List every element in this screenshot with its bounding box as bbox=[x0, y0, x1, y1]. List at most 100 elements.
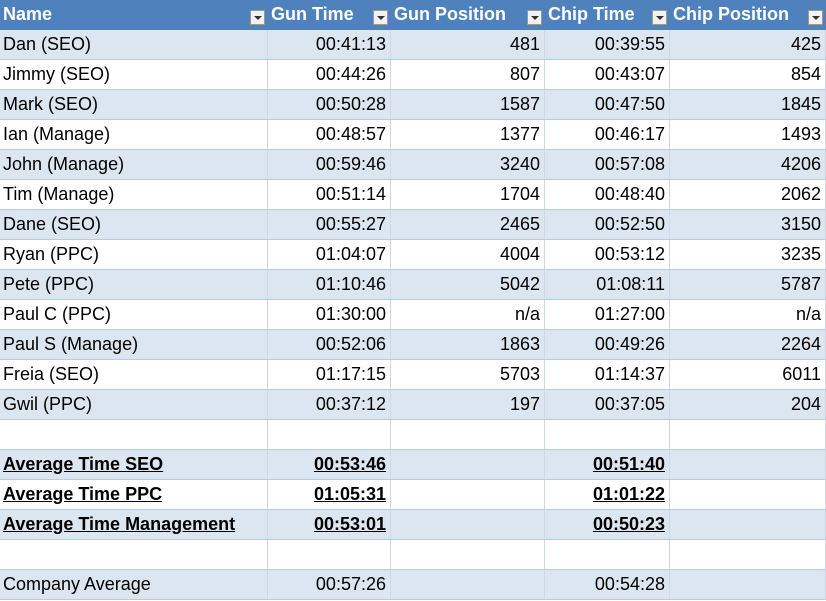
cell: 5787 bbox=[670, 270, 826, 299]
table-row: John (Manage) 00:59:46 3240 00:57:08 4206 bbox=[0, 150, 826, 180]
cell: 00:39:55 bbox=[545, 30, 670, 59]
cell: 00:46:17 bbox=[545, 120, 670, 149]
cell: 5703 bbox=[391, 360, 545, 389]
table-row: Pete (PPC) 01:10:46 5042 01:08:11 5787 bbox=[0, 270, 826, 300]
cell: Pete (PPC) bbox=[0, 270, 268, 299]
cell: 00:55:27 bbox=[268, 210, 391, 239]
cell: 2062 bbox=[670, 180, 826, 209]
cell: 4004 bbox=[391, 240, 545, 269]
cell: 00:51:40 bbox=[545, 450, 670, 479]
cell: 00:41:13 bbox=[268, 30, 391, 59]
cell: Gwil (PPC) bbox=[0, 390, 268, 419]
cell: 00:50:28 bbox=[268, 90, 391, 119]
cell: 2264 bbox=[670, 330, 826, 359]
cell bbox=[670, 480, 826, 509]
cell: 1587 bbox=[391, 90, 545, 119]
cell: 197 bbox=[391, 390, 545, 419]
cell bbox=[268, 420, 391, 449]
filter-button[interactable] bbox=[808, 10, 823, 25]
table-row: Average Time Management 00:53:01 00:50:23 bbox=[0, 510, 826, 540]
cell bbox=[391, 540, 545, 569]
table-row bbox=[0, 540, 826, 570]
cell: 1377 bbox=[391, 120, 545, 149]
cell: 5042 bbox=[391, 270, 545, 299]
column-header: Chip Time bbox=[548, 4, 635, 24]
table-row: Paul C (PPC) 01:30:00 n/a 01:27:00 n/a bbox=[0, 300, 826, 330]
cell: 00:57:26 bbox=[268, 570, 391, 599]
filter-button[interactable] bbox=[250, 10, 265, 25]
cell bbox=[0, 420, 268, 449]
column-header: Gun Time bbox=[271, 4, 354, 24]
cell: 01:01:22 bbox=[545, 480, 670, 509]
cell: Average Time PPC bbox=[0, 480, 268, 509]
cell: 01:04:07 bbox=[268, 240, 391, 269]
cell bbox=[391, 450, 545, 479]
cell: 204 bbox=[670, 390, 826, 419]
cell: 00:49:26 bbox=[545, 330, 670, 359]
cell: Tim (Manage) bbox=[0, 180, 268, 209]
cell: n/a bbox=[670, 300, 826, 329]
cell: 00:37:12 bbox=[268, 390, 391, 419]
table-row: Ryan (PPC) 01:04:07 4004 00:53:12 3235 bbox=[0, 240, 826, 270]
cell: 1704 bbox=[391, 180, 545, 209]
cell: 425 bbox=[670, 30, 826, 59]
filter-button[interactable] bbox=[652, 10, 667, 25]
cell: 00:53:01 bbox=[268, 510, 391, 539]
cell: 1493 bbox=[670, 120, 826, 149]
cell: 481 bbox=[391, 30, 545, 59]
cell bbox=[0, 540, 268, 569]
table-row: Mark (SEO) 00:50:28 1587 00:47:50 1845 bbox=[0, 90, 826, 120]
cell: 01:08:11 bbox=[545, 270, 670, 299]
filter-button[interactable] bbox=[373, 10, 388, 25]
cell: Jimmy (SEO) bbox=[0, 60, 268, 89]
table-row: Gwil (PPC) 00:37:12 197 00:37:05 204 bbox=[0, 390, 826, 420]
cell: 00:37:05 bbox=[545, 390, 670, 419]
cell: 01:30:00 bbox=[268, 300, 391, 329]
table-row bbox=[0, 420, 826, 450]
header-row: Name Gun Time Gun Position Chip Time Chip Po… bbox=[0, 0, 826, 30]
cell: 4206 bbox=[670, 150, 826, 179]
cell: Paul C (PPC) bbox=[0, 300, 268, 329]
cell: 00:52:06 bbox=[268, 330, 391, 359]
cell: 01:10:46 bbox=[268, 270, 391, 299]
column-header: Chip Position bbox=[673, 4, 789, 24]
cell: Dan (SEO) bbox=[0, 30, 268, 59]
cell: Freia (SEO) bbox=[0, 360, 268, 389]
table-row: Paul S (Manage) 00:52:06 1863 00:49:26 2264 bbox=[0, 330, 826, 360]
cell: 01:27:00 bbox=[545, 300, 670, 329]
table-row: Ian (Manage) 00:48:57 1377 00:46:17 1493 bbox=[0, 120, 826, 150]
cell: Paul S (Manage) bbox=[0, 330, 268, 359]
cell bbox=[670, 570, 826, 599]
cell: Ian (Manage) bbox=[0, 120, 268, 149]
cell: 01:14:37 bbox=[545, 360, 670, 389]
cell: 3150 bbox=[670, 210, 826, 239]
table-row: Average Time PPC 01:05:31 01:01:22 bbox=[0, 480, 826, 510]
filter-button[interactable] bbox=[527, 10, 542, 25]
cell: 01:17:15 bbox=[268, 360, 391, 389]
table-row: Dane (SEO) 00:55:27 2465 00:52:50 3150 bbox=[0, 210, 826, 240]
cell: 3240 bbox=[391, 150, 545, 179]
table-row: Average Time SEO 00:53:46 00:51:40 bbox=[0, 450, 826, 480]
cell: 00:50:23 bbox=[545, 510, 670, 539]
cell: 00:47:50 bbox=[545, 90, 670, 119]
cell: 00:44:26 bbox=[268, 60, 391, 89]
cell: 00:48:40 bbox=[545, 180, 670, 209]
cell: 00:53:46 bbox=[268, 450, 391, 479]
cell bbox=[268, 540, 391, 569]
table-row: Company Average 00:57:26 00:54:28 bbox=[0, 570, 826, 600]
cell: 00:52:50 bbox=[545, 210, 670, 239]
cell bbox=[670, 450, 826, 479]
cell bbox=[545, 540, 670, 569]
cell bbox=[545, 420, 670, 449]
cell: Dane (SEO) bbox=[0, 210, 268, 239]
column-header: Name bbox=[3, 4, 53, 24]
cell: 1863 bbox=[391, 330, 545, 359]
cell: 00:48:57 bbox=[268, 120, 391, 149]
cell: Ryan (PPC) bbox=[0, 240, 268, 269]
cell: 854 bbox=[670, 60, 826, 89]
cell: Average Time Management bbox=[0, 510, 268, 539]
table-row: Freia (SEO) 01:17:15 5703 01:14:37 6011 bbox=[0, 360, 826, 390]
cell: 00:57:08 bbox=[545, 150, 670, 179]
cell bbox=[391, 480, 545, 509]
